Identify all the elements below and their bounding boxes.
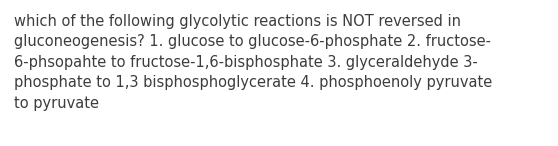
Text: which of the following glycolytic reactions is NOT reversed in
gluconeogenesis? : which of the following glycolytic reacti… (14, 14, 492, 111)
